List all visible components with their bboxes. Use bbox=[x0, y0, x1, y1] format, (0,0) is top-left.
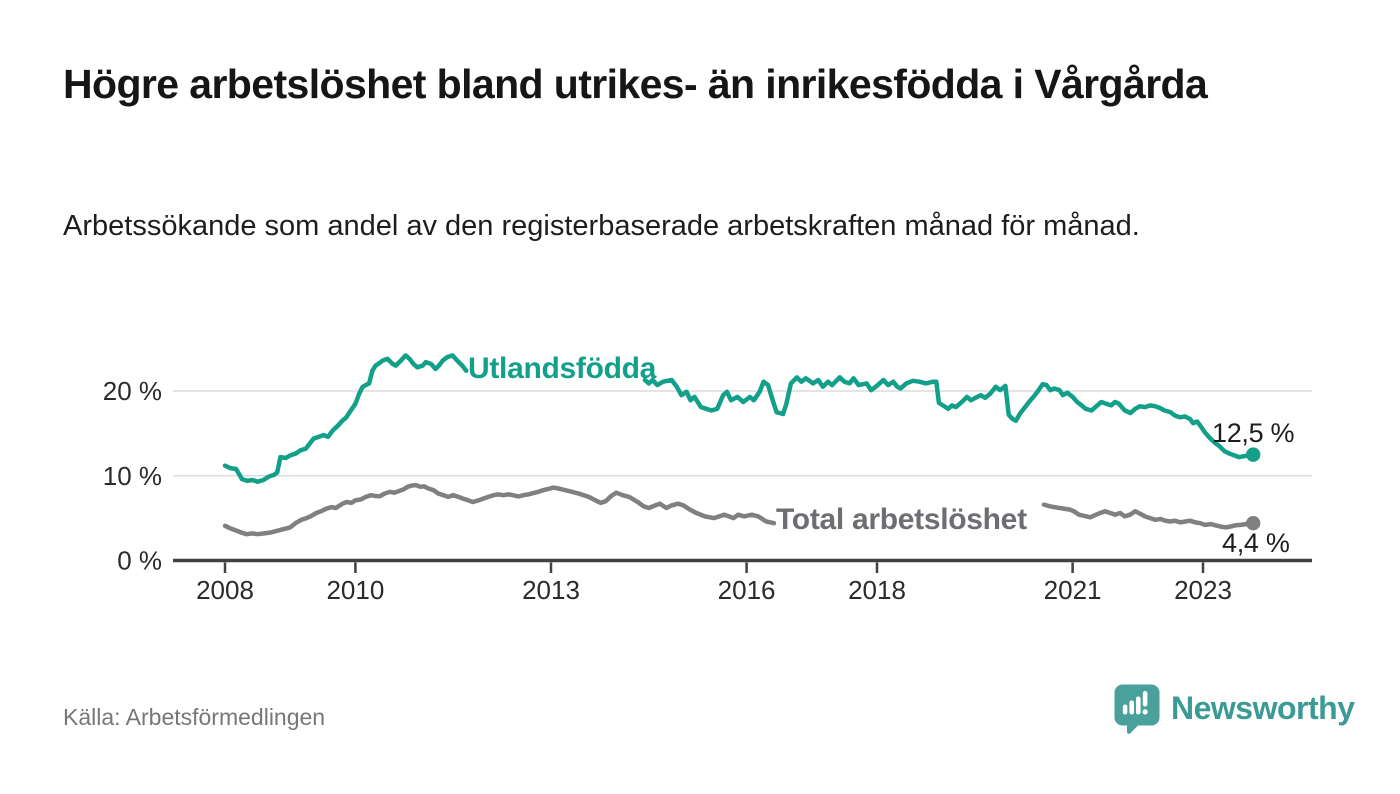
x-tick-label-2016: 2016 bbox=[718, 575, 776, 605]
series-line-utlandsfodda-seg2 bbox=[642, 375, 1256, 460]
x-tick-label-2013: 2013 bbox=[522, 575, 580, 605]
series-label-utlandsfodda: Utlandsfödda bbox=[468, 352, 657, 385]
x-tick-label-2008: 2008 bbox=[196, 575, 254, 605]
y-tick-label-10: 10 % bbox=[103, 461, 162, 491]
chart-title: Högre arbetslöshet bland utrikes- än inr… bbox=[63, 61, 1208, 107]
x-tick-label-2010: 2010 bbox=[326, 575, 384, 605]
series-line-total-arbetsloshet-seg2 bbox=[1041, 502, 1256, 530]
newsworthy-wordmark: Newsworthy bbox=[1171, 690, 1355, 726]
series-line-utlandsfodda-seg1 bbox=[222, 353, 469, 484]
x-tick-label-2018: 2018 bbox=[848, 575, 906, 605]
x-tick-label-2021: 2021 bbox=[1044, 575, 1102, 605]
y-tick-label-0: 0 % bbox=[117, 546, 162, 576]
source-note: Källa: Arbetsförmedlingen bbox=[63, 704, 326, 730]
x-tick-label-2023: 2023 bbox=[1174, 575, 1232, 605]
series-line-total-arbetsloshet-seg1 bbox=[222, 482, 777, 537]
end-dot-total-arbetsloshet bbox=[1246, 516, 1261, 531]
series-label-total-arbetsloshet: Total arbetslöshet bbox=[776, 503, 1027, 536]
y-tick-label-20: 20 % bbox=[103, 376, 162, 406]
end-label-total-arbetsloshet: 4,4 % bbox=[1222, 528, 1290, 558]
newsworthy-speech-bubble-bar-chart-icon bbox=[1114, 684, 1160, 734]
chart-subtitle: Arbetssökande som andel av den registerb… bbox=[63, 210, 1140, 242]
end-label-utlandsfodda: 12,5 % bbox=[1212, 418, 1295, 448]
newsworthy-logo: Newsworthy bbox=[1113, 683, 1355, 734]
end-dot-utlandsfodda bbox=[1246, 447, 1261, 462]
